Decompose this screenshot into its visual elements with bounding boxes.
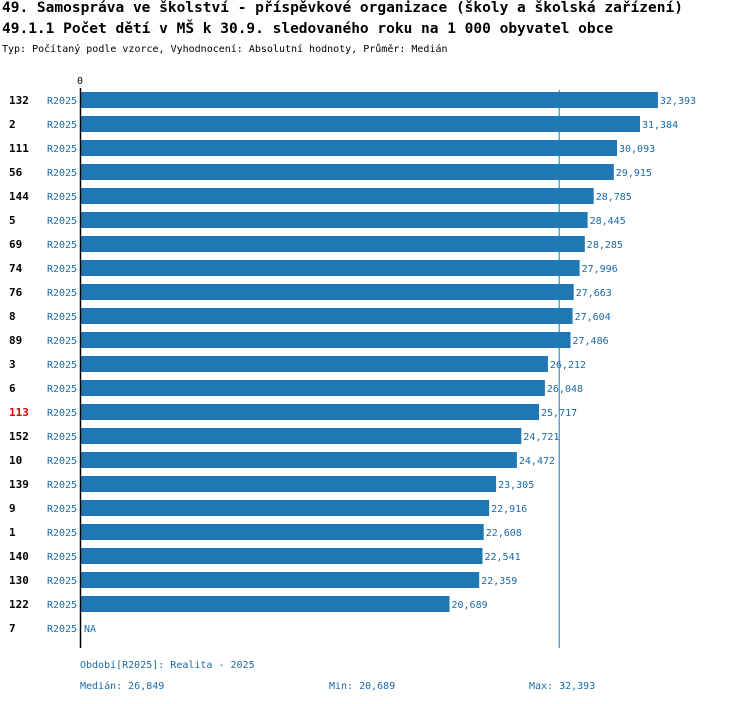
series-label: R2025 <box>47 120 77 131</box>
value-label: 28,785 <box>596 192 632 203</box>
value-label: 28,445 <box>590 216 626 227</box>
chart-subtitle: 49.1.1 Počet dětí v MŠ k 30.9. sledované… <box>2 21 614 37</box>
bar <box>81 476 497 492</box>
value-label: 26,048 <box>547 384 583 395</box>
series-label: R2025 <box>47 96 77 107</box>
value-label: 26,212 <box>550 360 586 371</box>
value-label: 22,916 <box>491 504 527 515</box>
category-label: 9 <box>9 502 16 515</box>
bar <box>81 92 658 108</box>
bar <box>81 188 594 204</box>
series-label: R2025 <box>47 576 77 587</box>
series-label: R2025 <box>47 528 77 539</box>
category-label: 140 <box>9 550 29 563</box>
series-label: R2025 <box>47 456 77 467</box>
chart-description: Typ: Počítaný podle vzorce, Vyhodnocení:… <box>2 44 448 55</box>
chart-title: 49. Samospráva ve školství - příspěvkové… <box>2 0 683 16</box>
value-label: 22,608 <box>486 528 522 539</box>
bar <box>81 260 580 276</box>
series-label: R2025 <box>47 504 77 515</box>
series-label: R2025 <box>47 552 77 563</box>
bar <box>81 452 517 468</box>
category-label: 132 <box>9 94 29 107</box>
bar <box>81 428 522 444</box>
series-label: R2025 <box>47 240 77 251</box>
category-label: 69 <box>9 238 22 251</box>
footer-median: Medián: 26,849 <box>80 681 165 692</box>
bar <box>81 572 480 588</box>
value-label: 28,285 <box>587 240 623 251</box>
category-label: 2 <box>9 118 16 131</box>
category-label: 152 <box>9 430 29 443</box>
series-label: R2025 <box>47 384 77 395</box>
value-label: 29,915 <box>616 168 652 179</box>
bar <box>81 548 483 564</box>
axis-zero-label: 0 <box>77 76 83 87</box>
category-label: 10 <box>9 454 22 467</box>
category-label: 89 <box>9 334 22 347</box>
value-label: 22,359 <box>481 576 517 587</box>
value-label: 27,604 <box>575 312 611 323</box>
value-label: 20,689 <box>452 600 488 611</box>
value-label: 30,093 <box>619 144 655 155</box>
series-label: R2025 <box>47 216 77 227</box>
footer-max: Max: 32,393 <box>529 681 596 692</box>
series-label: R2025 <box>47 624 77 635</box>
value-label: 32,393 <box>660 96 696 107</box>
value-label: 24,472 <box>519 456 555 467</box>
bar <box>81 164 614 180</box>
category-label: 74 <box>9 262 23 275</box>
value-label: 27,996 <box>582 264 618 275</box>
footer-period: Období[R2025]: Realita - 2025 <box>80 660 255 671</box>
value-label: 24,721 <box>523 432 559 443</box>
series-label: R2025 <box>47 144 77 155</box>
category-label: 111 <box>9 142 29 155</box>
series-label: R2025 <box>47 192 77 203</box>
series-label: R2025 <box>47 480 77 491</box>
category-label: 7 <box>9 622 16 635</box>
value-label: 31,384 <box>642 120 678 131</box>
value-label: 22,541 <box>485 552 521 563</box>
bar <box>81 236 585 252</box>
series-label: R2025 <box>47 312 77 323</box>
bar <box>81 380 545 396</box>
series-label: R2025 <box>47 408 77 419</box>
value-label: 27,663 <box>576 288 612 299</box>
category-label: 3 <box>9 358 16 371</box>
category-label: 5 <box>9 214 16 227</box>
footer-min: Min: 20,689 <box>329 681 396 692</box>
series-label: R2025 <box>47 264 77 275</box>
category-label: 8 <box>9 310 16 323</box>
series-label: R2025 <box>47 432 77 443</box>
bar <box>81 116 640 132</box>
bar <box>81 140 617 156</box>
bar <box>81 596 450 612</box>
bar <box>81 308 573 324</box>
bar <box>81 332 571 348</box>
value-label: 27,486 <box>573 336 609 347</box>
value-label: NA <box>84 624 96 635</box>
value-label: 23,305 <box>498 480 534 491</box>
category-label: 122 <box>9 598 29 611</box>
series-label: R2025 <box>47 600 77 611</box>
bar <box>81 356 548 372</box>
category-label: 113 <box>9 406 29 419</box>
category-label: 130 <box>9 574 29 587</box>
bar <box>81 284 574 300</box>
category-label: 56 <box>9 166 23 179</box>
series-label: R2025 <box>47 168 77 179</box>
bar <box>81 404 539 420</box>
bar <box>81 524 484 540</box>
category-label: 6 <box>9 382 16 395</box>
series-label: R2025 <box>47 360 77 371</box>
series-label: R2025 <box>47 336 77 347</box>
series-label: R2025 <box>47 288 77 299</box>
category-label: 76 <box>9 286 23 299</box>
bar <box>81 212 588 228</box>
category-label: 1 <box>9 526 16 539</box>
bar <box>81 500 490 516</box>
category-label: 144 <box>9 190 29 203</box>
category-label: 139 <box>9 478 29 491</box>
